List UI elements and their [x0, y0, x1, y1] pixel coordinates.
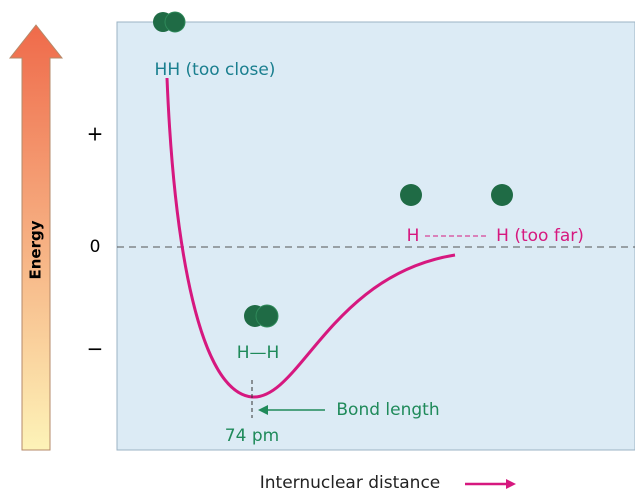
atom: [491, 184, 513, 206]
far-left-label: H: [407, 226, 420, 246]
bond-arrowhead: [258, 405, 268, 415]
plot-panel: [116, 21, 635, 451]
atom: [255, 304, 279, 328]
far-right-label: H (too far): [496, 226, 584, 246]
atom: [164, 11, 186, 33]
too-close-label: HH (too close): [155, 60, 276, 80]
bond-value-label: 74 pm: [225, 426, 279, 446]
energy-arrow: [8, 24, 64, 451]
bonded-label: H—H: [237, 343, 280, 363]
x-label: Internuclear distance: [260, 473, 441, 491]
y-tick: −: [87, 337, 104, 361]
y-tick: +: [87, 122, 104, 146]
y-label: Energy: [27, 220, 45, 279]
y-tick: 0: [90, 237, 101, 257]
atom: [400, 184, 422, 206]
x-arrowhead: [506, 479, 516, 489]
bond-length-label: Bond length: [336, 400, 439, 420]
